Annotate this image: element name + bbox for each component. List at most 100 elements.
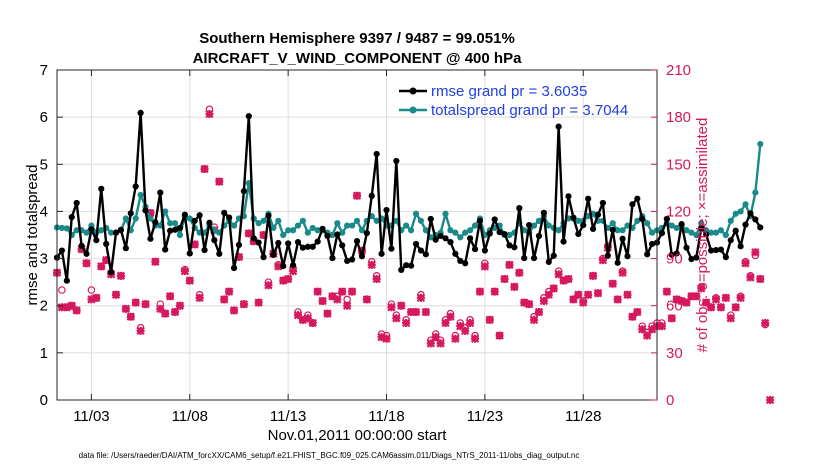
totalspread-point [683, 227, 690, 234]
obs-assimilated-point [500, 274, 509, 284]
rmse-point [698, 224, 705, 232]
obs-assimilated-point [136, 326, 145, 336]
obs-assimilated-point [244, 229, 253, 238]
totalspread-point [344, 222, 351, 229]
plot-frame [56, 69, 658, 401]
totalspread-point [722, 231, 729, 239]
totalspread-point [545, 222, 552, 229]
rmse-point [427, 215, 434, 223]
rmse-point [78, 242, 85, 249]
rmse-point [270, 251, 277, 258]
rmse-point [506, 242, 513, 249]
rmse-point [727, 237, 734, 244]
y-left-tick-label: 7 [40, 62, 48, 79]
obs-assimilated-point [72, 306, 81, 315]
totalspread-point [176, 231, 184, 239]
rmse-point [501, 230, 508, 238]
obs-assimilated-point [746, 273, 755, 282]
rmse-point [486, 230, 493, 237]
totalspread-point [132, 215, 139, 222]
totalspread-point [107, 229, 115, 236]
rmse-point [707, 247, 715, 254]
obs-assimilated-point [490, 287, 499, 296]
totalspread-point [412, 210, 420, 217]
totalspread-point [280, 231, 287, 239]
obs-assimilated-point [520, 298, 529, 307]
totalspread-point [742, 201, 749, 208]
rmse-point [255, 239, 262, 246]
totalspread-point [535, 217, 543, 224]
obs-assimilated-point [716, 303, 726, 312]
rmse-point [403, 262, 410, 269]
rmse-point [103, 240, 110, 248]
totalspread-point [648, 229, 656, 236]
totalspread-point [230, 222, 238, 229]
rmse-point [575, 230, 582, 238]
rmse-point [226, 214, 233, 221]
obs-assimilated-point [146, 208, 155, 218]
rmse-point [201, 246, 208, 254]
totalspread-point [304, 229, 311, 236]
axis-ticks: 11/03 11/08 11/13 11/18 11/23 11/28 0 1 2 3 4 5 6 7 0 3… [40, 62, 691, 425]
rmse-point [93, 237, 100, 244]
obs-assimilated-point [92, 293, 101, 303]
rmse-point [422, 251, 429, 258]
rmse-point [191, 217, 198, 224]
y-left-tick-label: 6 [40, 109, 48, 126]
obs-assimilated-point [697, 284, 706, 293]
obs-assimilated-point [180, 266, 190, 276]
obs-assimilated-point [524, 299, 534, 309]
rmse-point [688, 255, 695, 263]
obs-assimilated-point [633, 307, 642, 317]
x-tick-label: 11/03 [73, 408, 109, 425]
obs-assimilated-point [618, 268, 627, 277]
obs-assimilated-point [283, 274, 293, 284]
totalspread-point [530, 222, 538, 229]
rmse-point [294, 238, 302, 246]
obs-assimilated-point [102, 255, 111, 265]
rmse-point [117, 226, 125, 233]
obs-assimilated-point [564, 274, 573, 284]
rmse-point [467, 235, 474, 242]
obs-assimilated-point [436, 339, 445, 348]
obs-assimilated-point [451, 334, 460, 343]
totalspread-point [452, 229, 459, 236]
rmse-point [107, 269, 115, 276]
obs-assimilated-point [456, 321, 465, 331]
rmse-point [196, 212, 203, 219]
rmse-point [299, 244, 307, 251]
rmse-point [722, 254, 729, 261]
rmse-point [550, 252, 557, 259]
totalspread-point [122, 215, 129, 222]
totalspread-point [339, 229, 346, 236]
rmse-point [329, 255, 336, 262]
obs-assimilated-point [761, 318, 770, 328]
totalspread-point [668, 222, 675, 229]
rmse-point [348, 256, 356, 263]
totalspread-point [555, 227, 562, 234]
obs-assimilated-point [229, 306, 239, 315]
obs-assimilated-point [574, 290, 583, 299]
rmse-point [324, 232, 331, 240]
obs-assimilated-point [642, 331, 652, 340]
rmse-point [526, 222, 533, 229]
rmse-point [334, 231, 341, 238]
rmse-point [289, 262, 297, 269]
obs-assimilated-point [126, 312, 135, 321]
chart-title: Southern Hemisphere 9397 / 9487 = 99.051… [199, 30, 515, 47]
obs-assimilated-point [352, 191, 362, 200]
rmse-point [378, 250, 385, 257]
rmse-point [678, 221, 685, 228]
obs-assimilated-point [57, 303, 67, 312]
rmse-point [437, 232, 444, 240]
y-right-tick-label: 180 [666, 109, 691, 126]
totalspread-point [353, 217, 361, 224]
rmse-point [663, 215, 670, 223]
obs-assimilated-point [465, 318, 475, 328]
plot-area: 11/03 11/08 11/13 11/18 11/23 11/28 0 1 2 3 4 5 6 7 0 3… [40, 62, 775, 425]
rmse-point [157, 189, 164, 196]
totalspread-point [693, 231, 700, 239]
rmse-point [658, 230, 666, 237]
rmse-point [742, 221, 749, 228]
